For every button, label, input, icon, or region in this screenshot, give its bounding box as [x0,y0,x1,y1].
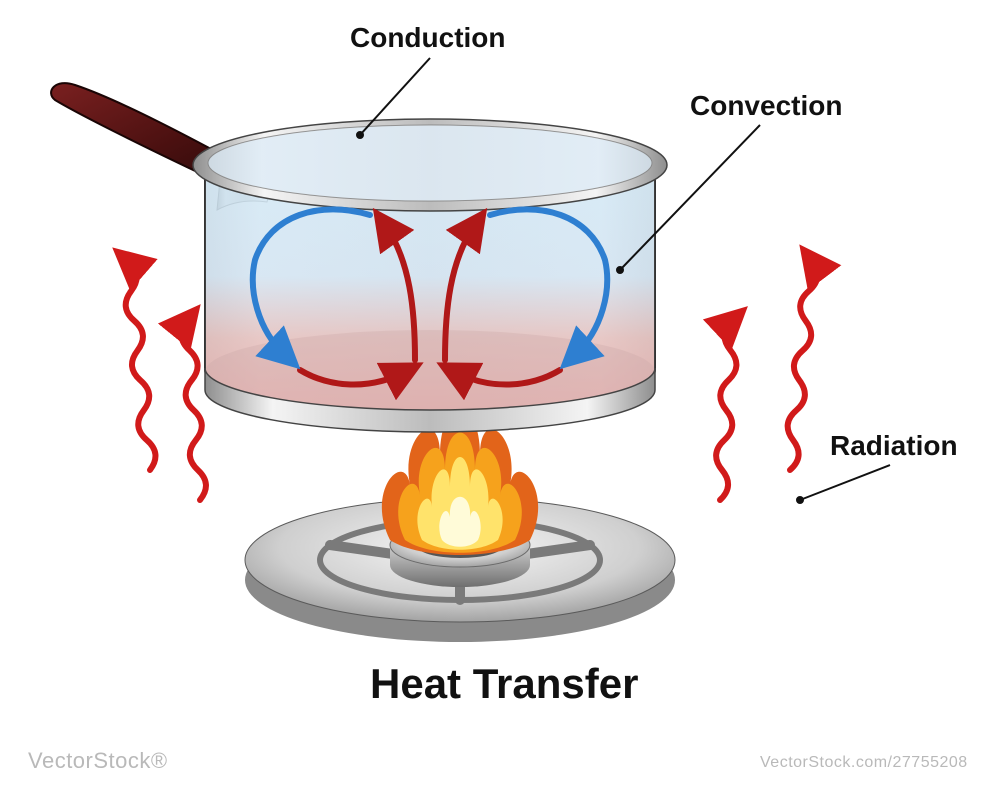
watermark-id: VectorStock.com/27755208 [760,754,968,772]
watermark-brand: VectorStock® [28,748,168,774]
pot [193,119,667,432]
diagram-stage: Conduction Convection Radiation Heat Tra… [0,0,1000,789]
diagram-title: Heat Transfer [370,660,638,708]
label-conduction: Conduction [350,22,506,54]
label-radiation: Radiation [830,430,958,462]
label-convection: Convection [690,90,842,122]
